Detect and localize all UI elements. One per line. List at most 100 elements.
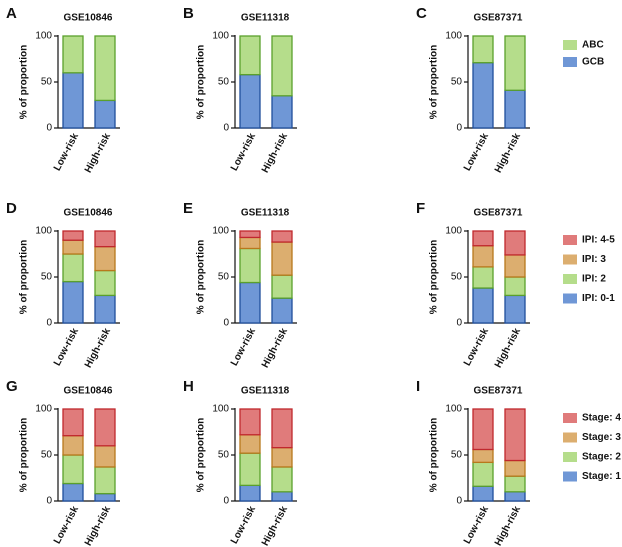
bar-segment (62, 435, 84, 456)
y-axis-label: % of proportion (196, 418, 207, 492)
y-tick-label: 0 (46, 318, 52, 329)
y-tick-label: 0 (456, 496, 462, 507)
y-tick-label: 50 (218, 272, 230, 283)
y-tick-label: 50 (41, 272, 53, 283)
legend-label: IPI: 4-5 (582, 235, 615, 246)
bar-segment (239, 73, 261, 129)
bar-segment (271, 466, 293, 493)
panel-label: B (183, 5, 194, 22)
bar-segment (62, 230, 84, 241)
bar-segment (94, 294, 116, 324)
x-tick-label: High-risk (260, 326, 290, 370)
bar-segment (94, 445, 116, 468)
bar-segment (94, 245, 116, 272)
y-axis-label: % of proportion (19, 418, 30, 492)
bar-segment (472, 245, 494, 268)
bar-segment (62, 35, 84, 74)
x-tick-label: High-risk (83, 131, 113, 175)
y-axis-label: % of proportion (19, 45, 30, 119)
x-tick-label: High-risk (493, 504, 523, 547)
x-tick-label: High-risk (260, 504, 290, 547)
panel-label: G (6, 378, 18, 395)
bar-segment (472, 448, 494, 464)
bar-segment (504, 408, 526, 462)
bar-segment (271, 230, 293, 243)
legend-label: IPI: 3 (582, 254, 606, 265)
bar-segment (62, 408, 84, 437)
bar-segment (472, 485, 494, 502)
legend-swatch (563, 235, 577, 245)
y-axis-label: % of proportion (429, 45, 440, 119)
bar-segment (504, 89, 526, 129)
bar-segment (504, 491, 526, 502)
x-tick-label: High-risk (83, 504, 113, 547)
y-tick-label: 100 (445, 31, 462, 42)
chart-title: GSE87371 (474, 386, 523, 397)
bar-segment (504, 276, 526, 297)
y-tick-label: 0 (223, 123, 229, 134)
legend-label: IPI: 2 (582, 274, 606, 285)
x-tick-label: Low-risk (462, 326, 491, 368)
bar-segment (62, 72, 84, 129)
x-tick-label: Low-risk (229, 131, 258, 173)
legend-label: ABC (582, 40, 604, 51)
bar-segment (504, 475, 526, 493)
x-tick-label: Low-risk (52, 326, 81, 368)
y-tick-label: 0 (456, 123, 462, 134)
panel-label: D (6, 200, 17, 217)
bar-segment (239, 434, 261, 454)
panel-label: E (183, 200, 193, 217)
legend-swatch (563, 471, 577, 482)
bar-segment (62, 280, 84, 324)
bar-segment (94, 269, 116, 297)
legend-swatch (563, 432, 577, 443)
bar-segment (239, 247, 261, 284)
y-tick-label: 0 (223, 318, 229, 329)
x-tick-label: High-risk (83, 326, 113, 370)
legend-label: IPI: 0-1 (582, 293, 615, 304)
y-tick-label: 50 (41, 450, 53, 461)
bar-segment (94, 99, 116, 129)
legend-swatch (563, 57, 577, 67)
y-axis-label: % of proportion (19, 240, 30, 314)
bar-segment (239, 484, 261, 502)
bar-segment (271, 297, 293, 324)
legend-swatch (563, 40, 577, 50)
bar-segment (271, 408, 293, 449)
bar-segment (239, 281, 261, 324)
y-tick-label: 100 (212, 404, 229, 415)
panel-label: I (416, 378, 420, 395)
y-tick-label: 50 (451, 272, 463, 283)
x-tick-label: Low-risk (229, 326, 258, 368)
bar-segment (271, 35, 293, 97)
bar-segment (94, 492, 116, 502)
bar-segment (62, 253, 84, 283)
legend-swatch (563, 293, 577, 304)
y-axis-label: % of proportion (429, 240, 440, 314)
y-tick-label: 50 (451, 77, 463, 88)
bar-segment (239, 452, 261, 487)
legend-swatch (563, 274, 577, 284)
panel-label: C (416, 5, 427, 22)
y-tick-label: 100 (212, 31, 229, 42)
bar-segment (271, 274, 293, 299)
legend-swatch (563, 254, 577, 265)
x-tick-label: Low-risk (462, 131, 491, 173)
y-tick-label: 50 (41, 77, 53, 88)
bar-segment (472, 62, 494, 129)
bar-segment (94, 408, 116, 447)
y-axis-label: % of proportion (429, 418, 440, 492)
bar-segment (94, 230, 116, 248)
y-axis-label: % of proportion (196, 45, 207, 119)
bar-segment (271, 241, 293, 276)
x-tick-label: Low-risk (52, 131, 81, 173)
bar-segment (271, 95, 293, 129)
chart-title: GSE11318 (241, 13, 290, 24)
bar-segment (239, 236, 261, 250)
x-tick-label: High-risk (493, 131, 523, 175)
chart-title: GSE10846 (64, 386, 113, 397)
bar-segment (504, 294, 526, 324)
legend-label: Stage: 3 (582, 432, 621, 443)
chart-title: GSE87371 (474, 13, 523, 24)
